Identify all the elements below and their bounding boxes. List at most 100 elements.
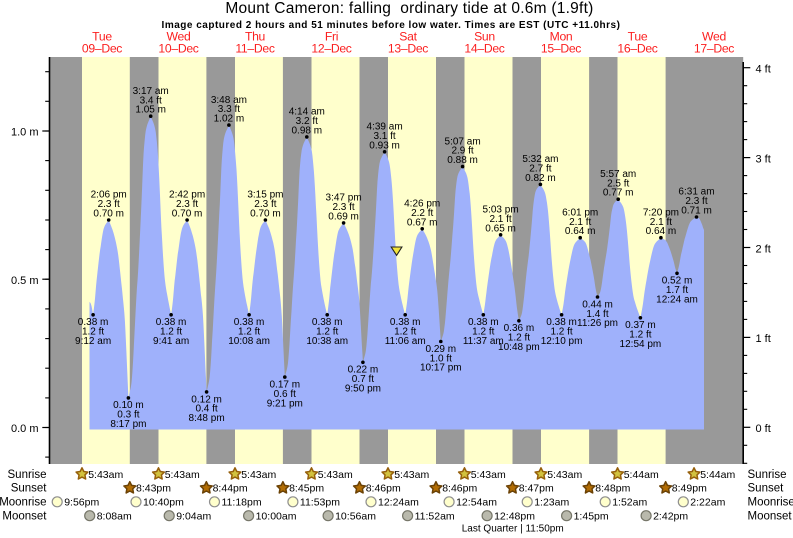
svg-text:2.3 ft: 2.3 ft — [332, 202, 354, 213]
svg-text:17–Dec: 17–Dec — [694, 41, 734, 55]
svg-text:1.0 m: 1.0 m — [11, 127, 39, 139]
svg-text:0.10 m: 0.10 m — [113, 400, 144, 411]
svg-text:Thu: Thu — [245, 29, 265, 43]
svg-text:1.2 ft: 1.2 ft — [160, 327, 182, 338]
svg-text:10:56am: 10:56am — [335, 511, 376, 523]
svg-text:7:20 pm: 7:20 pm — [643, 207, 679, 218]
svg-text:0.3 ft: 0.3 ft — [117, 410, 139, 421]
svg-text:2:22am: 2:22am — [690, 497, 725, 509]
svg-text:1.0 ft: 1.0 ft — [430, 353, 452, 364]
svg-text:3.3 ft: 3.3 ft — [218, 104, 240, 115]
svg-text:3:48 am: 3:48 am — [211, 95, 247, 106]
svg-text:2.3 ft: 2.3 ft — [254, 199, 276, 210]
svg-text:Mount Cameron: falling ordina: Mount Cameron: falling ordinary tide at … — [225, 0, 593, 17]
svg-text:0.5 m: 0.5 m — [11, 275, 39, 287]
svg-text:Mon: Mon — [550, 29, 573, 43]
svg-text:12:54 pm: 12:54 pm — [620, 339, 662, 350]
svg-text:0.22 m: 0.22 m — [348, 365, 379, 376]
svg-text:Fri: Fri — [325, 29, 338, 43]
svg-text:5:32 am: 5:32 am — [522, 154, 558, 165]
svg-text:10–Dec: 10–Dec — [158, 41, 198, 55]
svg-text:3 ft: 3 ft — [756, 153, 771, 165]
svg-text:0.38 m: 0.38 m — [78, 317, 109, 328]
svg-text:5:43am: 5:43am — [318, 469, 353, 481]
svg-text:11:26 pm: 11:26 pm — [577, 318, 618, 329]
svg-text:13–Dec: 13–Dec — [388, 41, 428, 55]
svg-text:0.38 m: 0.38 m — [312, 317, 343, 328]
svg-text:0.52 m: 0.52 m — [662, 276, 693, 287]
svg-text:16–Dec: 16–Dec — [617, 41, 657, 55]
svg-text:2.5 ft: 2.5 ft — [607, 178, 629, 189]
svg-text:1.2 ft: 1.2 ft — [472, 327, 494, 338]
svg-text:9:50 pm: 9:50 pm — [345, 384, 381, 395]
svg-text:11–Dec: 11–Dec — [235, 41, 275, 55]
svg-text:14–Dec: 14–Dec — [464, 41, 504, 55]
svg-text:Sunrise: Sunrise — [748, 469, 787, 481]
svg-text:12:24 am: 12:24 am — [656, 295, 698, 306]
svg-text:8:49pm: 8:49pm — [672, 483, 707, 495]
svg-text:0.37 m: 0.37 m — [625, 320, 656, 331]
svg-text:0.12 m: 0.12 m — [191, 394, 222, 405]
svg-text:8:46pm: 8:46pm — [442, 483, 477, 495]
svg-text:0.29 m: 0.29 m — [426, 344, 457, 355]
svg-text:8:48 pm: 8:48 pm — [189, 413, 225, 424]
svg-text:12–Dec: 12–Dec — [311, 41, 351, 55]
svg-text:1.2 ft: 1.2 ft — [394, 327, 416, 338]
svg-text:0.98 m: 0.98 m — [292, 125, 323, 136]
svg-text:10:08 am: 10:08 am — [228, 336, 270, 347]
svg-text:10:17 pm: 10:17 pm — [420, 363, 462, 374]
svg-text:1:45pm: 1:45pm — [574, 511, 609, 523]
svg-text:5:07 am: 5:07 am — [445, 136, 481, 147]
svg-text:10:00am: 10:00am — [256, 511, 297, 523]
svg-text:4:39 am: 4:39 am — [367, 122, 403, 133]
svg-text:2:06 pm: 2:06 pm — [91, 190, 127, 201]
svg-text:8:46pm: 8:46pm — [366, 483, 401, 495]
svg-text:5:43am: 5:43am — [88, 469, 123, 481]
svg-text:0.38 m: 0.38 m — [468, 317, 499, 328]
svg-text:5:44am: 5:44am — [700, 469, 735, 481]
svg-text:1:52am: 1:52am — [612, 497, 647, 509]
svg-text:1.2 ft: 1.2 ft — [238, 327, 260, 338]
svg-text:2.3 ft: 2.3 ft — [98, 199, 120, 210]
svg-text:3:47 pm: 3:47 pm — [326, 193, 362, 204]
svg-text:Wed: Wed — [167, 29, 191, 43]
svg-text:0.70 m: 0.70 m — [93, 209, 124, 220]
svg-text:2.3 ft: 2.3 ft — [176, 199, 198, 210]
svg-text:1.7 ft: 1.7 ft — [666, 285, 688, 296]
svg-text:8:44pm: 8:44pm — [213, 483, 248, 495]
svg-text:0.69 m: 0.69 m — [328, 211, 359, 222]
svg-text:0.70 m: 0.70 m — [172, 209, 203, 220]
svg-text:5:03 pm: 5:03 pm — [483, 205, 519, 216]
svg-text:1.05 m: 1.05 m — [135, 105, 166, 116]
svg-text:0.38 m: 0.38 m — [546, 317, 577, 328]
svg-text:Moonrise: Moonrise — [748, 497, 793, 509]
svg-text:Wed: Wed — [702, 29, 726, 43]
svg-text:0.36 m: 0.36 m — [504, 323, 535, 334]
svg-text:9:04am: 9:04am — [176, 511, 211, 523]
svg-text:Sat: Sat — [399, 29, 417, 43]
svg-text:0.44 m: 0.44 m — [582, 299, 613, 310]
svg-text:Sunset: Sunset — [748, 483, 785, 495]
svg-text:3:15 pm: 3:15 pm — [247, 190, 283, 201]
svg-text:8:43pm: 8:43pm — [136, 483, 171, 495]
svg-text:0.93 m: 0.93 m — [369, 140, 400, 151]
svg-text:1.02 m: 1.02 m — [214, 114, 245, 125]
svg-text:2:42pm: 2:42pm — [653, 511, 688, 523]
svg-text:1 ft: 1 ft — [756, 333, 771, 345]
svg-text:3.2 ft: 3.2 ft — [296, 116, 318, 127]
svg-text:2:42 pm: 2:42 pm — [169, 190, 205, 201]
svg-text:2.1 ft: 2.1 ft — [489, 214, 511, 225]
svg-text:0.67 m: 0.67 m — [407, 217, 438, 228]
svg-text:2.1 ft: 2.1 ft — [569, 217, 591, 228]
svg-text:12:48pm: 12:48pm — [494, 511, 535, 523]
svg-text:0.77 m: 0.77 m — [603, 188, 634, 199]
svg-text:1.2 ft: 1.2 ft — [550, 327, 572, 338]
svg-text:0.82 m: 0.82 m — [525, 173, 556, 184]
svg-text:12:10 pm: 12:10 pm — [541, 336, 583, 347]
svg-text:0.64 m: 0.64 m — [646, 226, 677, 237]
svg-text:0.6 ft: 0.6 ft — [274, 389, 296, 400]
svg-text:0 ft: 0 ft — [756, 423, 771, 435]
svg-text:12:54am: 12:54am — [456, 497, 497, 509]
svg-text:2.3 ft: 2.3 ft — [685, 196, 707, 207]
svg-text:0.38 m: 0.38 m — [156, 317, 187, 328]
